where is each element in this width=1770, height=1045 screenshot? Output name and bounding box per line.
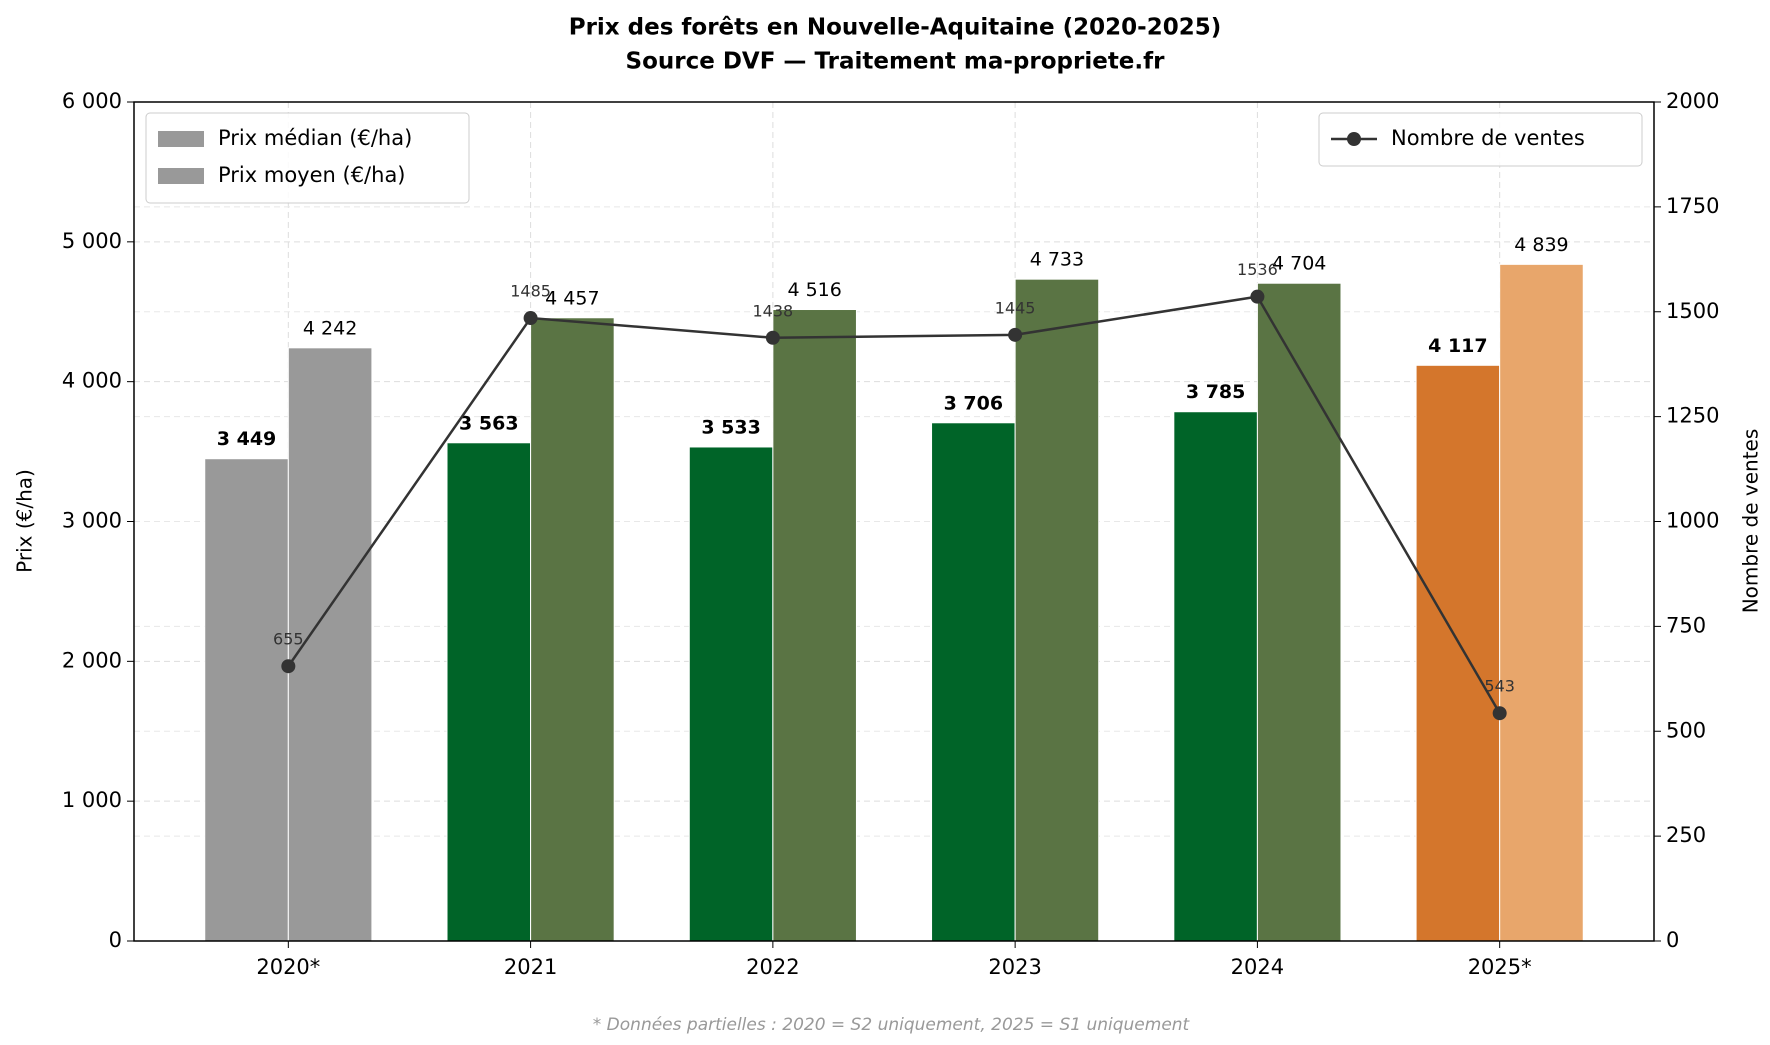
bar [688, 446, 774, 942]
bar [931, 422, 1016, 942]
line-value-label: 1445 [995, 298, 1036, 317]
legend-marker [1347, 132, 1361, 146]
value-label: 4 704 [1272, 253, 1326, 275]
plot-frame [133, 101, 1655, 942]
line-value-label: 543 [1484, 677, 1515, 696]
y-tick-label: 2 000 [62, 648, 122, 672]
legend-swatch [158, 131, 204, 147]
bar [204, 458, 289, 942]
bar [1415, 364, 1501, 942]
value-label: 3 449 [217, 428, 277, 450]
line-marker [523, 311, 538, 326]
bar [1499, 263, 1584, 942]
x-tick-label: 2025* [1468, 955, 1532, 979]
y-axis-label: Prix (€/ha) [13, 469, 37, 573]
value-label: 3 533 [701, 416, 761, 438]
value-label: 3 563 [459, 412, 519, 434]
value-label: 4 733 [1030, 249, 1084, 271]
line-marker [765, 330, 780, 345]
line-marker [1492, 706, 1507, 721]
line-value-label: 655 [273, 630, 304, 649]
legend-swatch [158, 168, 204, 184]
y-tick-label: 1 000 [62, 788, 122, 812]
y2-tick-label: 1750 [1666, 194, 1719, 218]
value-label: 4 457 [545, 287, 599, 309]
y2-axis-label: Nombre de ventes [1739, 429, 1763, 614]
value-label: 3 785 [1186, 381, 1246, 403]
y-tick-label: 0 [109, 928, 122, 952]
bar [1256, 282, 1342, 942]
y2-tick-label: 1500 [1666, 299, 1719, 323]
y2-tick-label: 500 [1666, 718, 1706, 742]
line-marker [1250, 289, 1265, 304]
value-label: 4 839 [1514, 234, 1568, 256]
footnote: * Données partielles : 2020 = S2 uniquem… [593, 1015, 1191, 1035]
y-tick-label: 4 000 [62, 369, 122, 393]
x-tick-label: 2024 [1231, 955, 1284, 979]
y2-tick-label: 250 [1666, 823, 1706, 847]
line [287, 295, 1501, 714]
value-label: 4 242 [303, 317, 357, 339]
legend-label: Nombre de ventes [1391, 126, 1585, 150]
value-label: 4 117 [1428, 335, 1488, 357]
line-value-label: 1438 [753, 301, 794, 320]
chart-subtitle: Source DVF — Traitement ma-propriete.fr [626, 49, 1166, 75]
line-value-label: 1536 [1237, 260, 1278, 279]
y2-tick-label: 1000 [1666, 509, 1719, 533]
bar [1173, 411, 1258, 942]
y-tick-label: 5 000 [62, 229, 122, 253]
bar [1014, 278, 1100, 942]
bar [446, 442, 532, 942]
chart-title: Prix des forêts en Nouvelle-Aquitaine (2… [569, 15, 1222, 41]
y2-tick-label: 0 [1666, 928, 1679, 952]
value-label: 3 706 [944, 392, 1004, 414]
legend-label: Prix médian (€/ha) [218, 126, 412, 150]
x-tick-label: 2022 [746, 955, 799, 979]
legend-box [1318, 112, 1643, 167]
y2-tick-label: 750 [1666, 613, 1706, 637]
bar [530, 317, 615, 942]
x-tick-label: 2023 [988, 955, 1041, 979]
bar [772, 309, 857, 942]
line-marker [1008, 327, 1023, 342]
line-marker [281, 659, 296, 674]
y-tick-label: 6 000 [62, 89, 122, 113]
legend-box [145, 112, 470, 204]
line-value-label: 1485 [510, 282, 551, 301]
y-tick-label: 3 000 [62, 509, 122, 533]
y2-tick-label: 2000 [1666, 89, 1719, 113]
x-tick-label: 2020* [256, 955, 320, 979]
y2-tick-label: 1250 [1666, 404, 1719, 428]
value-label: 4 516 [787, 279, 841, 301]
legend-label: Prix moyen (€/ha) [218, 163, 406, 187]
x-tick-label: 2021 [504, 955, 557, 979]
